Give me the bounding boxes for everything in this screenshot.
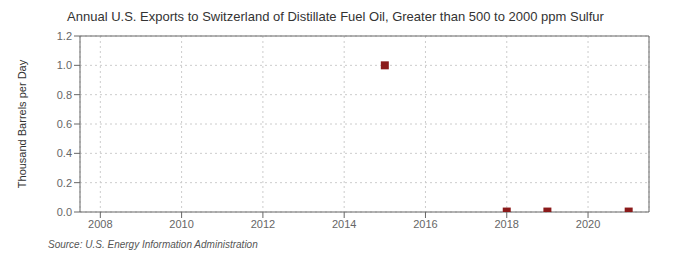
svg-text:Thousand Barrels per Day: Thousand Barrels per Day (16, 59, 28, 188)
svg-text:0.0: 0.0 (57, 206, 72, 218)
svg-text:0.2: 0.2 (57, 177, 72, 189)
svg-text:1.0: 1.0 (57, 59, 72, 71)
svg-text:0.8: 0.8 (57, 89, 72, 101)
svg-text:2016: 2016 (413, 218, 437, 230)
svg-text:2020: 2020 (576, 218, 600, 230)
html-text:Source: U.S. Energy Informatio: Source: U.S. Energy Information Administ… (48, 239, 258, 250)
html-text:Annual U.S. Exports to Switzer: Annual U.S. Exports to Switzerland of Di… (67, 9, 604, 24)
svg-text:0.6: 0.6 (57, 118, 72, 130)
svg-text:2014: 2014 (332, 218, 356, 230)
svg-text:2012: 2012 (251, 218, 275, 230)
svg-text:2018: 2018 (495, 218, 519, 230)
svg-text:2010: 2010 (169, 218, 193, 230)
svg-text:2008: 2008 (88, 218, 112, 230)
svg-text:1.2: 1.2 (57, 30, 72, 42)
svg-text:0.4: 0.4 (57, 147, 72, 159)
